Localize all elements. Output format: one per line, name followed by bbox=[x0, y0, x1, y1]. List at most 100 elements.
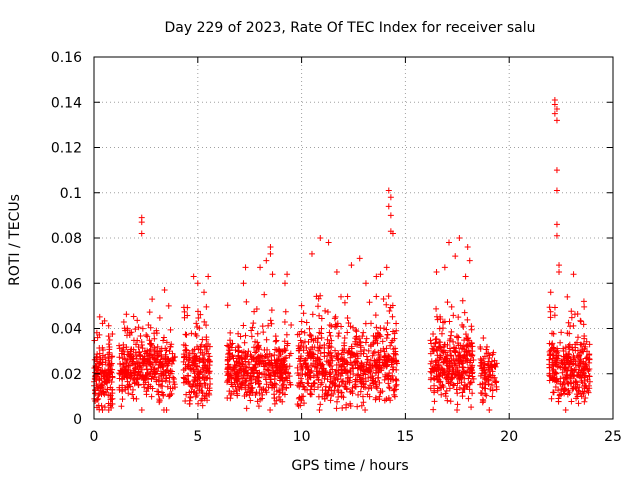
data-point bbox=[486, 352, 493, 359]
data-point bbox=[279, 386, 286, 393]
data-point bbox=[95, 402, 102, 409]
data-point bbox=[294, 364, 301, 371]
data-point bbox=[436, 338, 443, 345]
data-point bbox=[186, 400, 193, 407]
data-point bbox=[303, 319, 310, 326]
data-point bbox=[314, 384, 321, 391]
data-point bbox=[438, 391, 445, 398]
data-point bbox=[315, 393, 322, 400]
data-point bbox=[427, 385, 434, 392]
data-point bbox=[362, 280, 369, 287]
data-point bbox=[259, 323, 266, 330]
data-point bbox=[358, 383, 365, 390]
data-point bbox=[182, 376, 189, 383]
data-point bbox=[562, 351, 569, 358]
data-point bbox=[454, 406, 461, 413]
data-point bbox=[366, 299, 373, 306]
data-point bbox=[568, 308, 575, 315]
data-point bbox=[389, 366, 396, 373]
data-point bbox=[439, 325, 446, 332]
data-point bbox=[301, 329, 308, 336]
data-point bbox=[116, 354, 123, 361]
data-point bbox=[276, 352, 283, 359]
data-point bbox=[141, 384, 148, 391]
data-point bbox=[389, 302, 396, 309]
data-point bbox=[447, 335, 454, 342]
data-point bbox=[437, 378, 444, 385]
data-point bbox=[314, 374, 321, 381]
data-point bbox=[93, 353, 100, 360]
data-point bbox=[347, 323, 354, 330]
data-point bbox=[247, 397, 254, 404]
data-point bbox=[278, 375, 285, 382]
data-point bbox=[96, 376, 103, 383]
data-point bbox=[346, 379, 353, 386]
data-point bbox=[445, 371, 452, 378]
data-point bbox=[146, 371, 153, 378]
data-point bbox=[326, 371, 333, 378]
data-point bbox=[560, 345, 567, 352]
data-point bbox=[479, 380, 486, 387]
data-point bbox=[558, 391, 565, 398]
data-point bbox=[381, 376, 388, 383]
data-point bbox=[309, 311, 316, 318]
data-point bbox=[104, 372, 111, 379]
data-point bbox=[349, 365, 356, 372]
data-point bbox=[134, 317, 141, 324]
data-point bbox=[116, 375, 123, 382]
data-point bbox=[549, 374, 556, 381]
data-point bbox=[250, 344, 257, 351]
data-point bbox=[373, 273, 380, 280]
data-point bbox=[326, 329, 333, 336]
data-point bbox=[369, 352, 376, 359]
data-point bbox=[354, 341, 361, 348]
data-point bbox=[363, 367, 370, 374]
data-point bbox=[264, 346, 271, 353]
data-point bbox=[307, 374, 314, 381]
data-point bbox=[546, 304, 553, 311]
data-point bbox=[253, 389, 260, 396]
data-point bbox=[340, 363, 347, 370]
data-point bbox=[564, 391, 571, 398]
data-point bbox=[308, 333, 315, 340]
data-point bbox=[107, 368, 114, 375]
data-point bbox=[468, 404, 475, 411]
data-point bbox=[191, 388, 198, 395]
data-point bbox=[294, 331, 301, 338]
data-point bbox=[323, 358, 330, 365]
data-point bbox=[194, 308, 201, 315]
data-point bbox=[551, 312, 558, 319]
data-point bbox=[570, 372, 577, 379]
data-point bbox=[450, 356, 457, 363]
data-point bbox=[160, 392, 167, 399]
data-point bbox=[333, 323, 340, 330]
data-point bbox=[582, 395, 589, 402]
data-point bbox=[310, 380, 317, 387]
data-point bbox=[546, 356, 553, 363]
data-point bbox=[459, 370, 466, 377]
data-point bbox=[316, 369, 323, 376]
data-point bbox=[296, 394, 303, 401]
data-point bbox=[301, 383, 308, 390]
data-point bbox=[166, 374, 173, 381]
data-point bbox=[304, 379, 311, 386]
data-point bbox=[435, 371, 442, 378]
data-point bbox=[427, 350, 434, 357]
data-point bbox=[163, 339, 170, 346]
data-point bbox=[109, 331, 116, 338]
data-point bbox=[243, 298, 250, 305]
data-point bbox=[341, 299, 348, 306]
data-point bbox=[250, 320, 257, 327]
data-point bbox=[126, 352, 133, 359]
data-point bbox=[248, 376, 255, 383]
data-point bbox=[124, 378, 131, 385]
data-point bbox=[170, 379, 177, 386]
data-point bbox=[205, 273, 212, 280]
data-point bbox=[248, 333, 255, 340]
data-point bbox=[267, 317, 274, 324]
data-point bbox=[575, 334, 582, 341]
data-point bbox=[555, 387, 562, 394]
data-point bbox=[251, 308, 258, 315]
data-point bbox=[298, 328, 305, 335]
data-point bbox=[282, 308, 289, 315]
